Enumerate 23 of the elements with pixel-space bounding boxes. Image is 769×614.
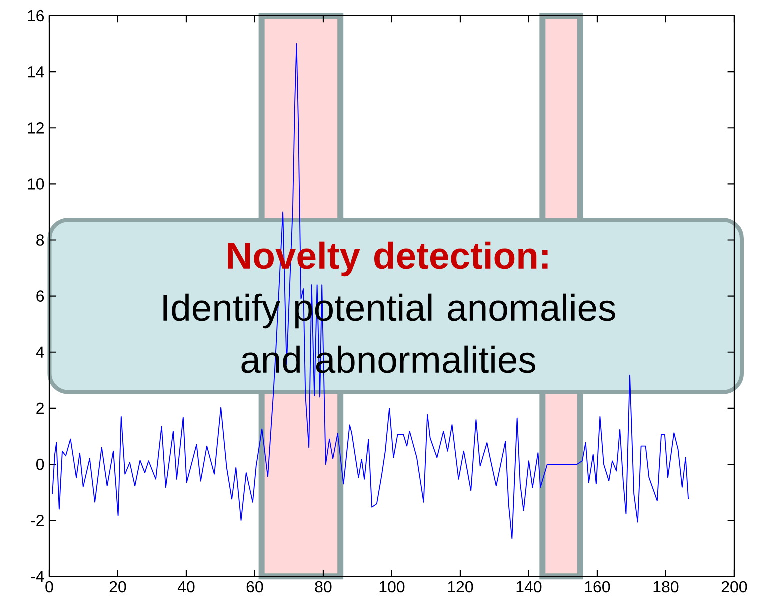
- x-tick-label: 60: [246, 581, 264, 593]
- x-tick-label: 120: [448, 581, 474, 593]
- x-tick-label: 200: [722, 581, 748, 593]
- x-tick-label: 80: [315, 581, 332, 593]
- x-tick-label: 20: [110, 581, 126, 593]
- x-tick-label: 0: [46, 581, 54, 593]
- y-tick-label: 14: [28, 66, 44, 78]
- y-tick-label: 0: [36, 458, 44, 470]
- y-tick-label: -2: [31, 515, 44, 526]
- y-tick-label: 6: [36, 290, 44, 302]
- x-tick-label: 40: [178, 581, 195, 593]
- y-tick-label: 4: [36, 346, 44, 358]
- y-tick-label: -4: [31, 571, 44, 582]
- x-tick-label: 100: [380, 581, 405, 593]
- y-tick-label: 8: [36, 234, 44, 246]
- y-tick-label: 12: [28, 122, 44, 134]
- x-tick-label: 160: [585, 581, 610, 593]
- line-series: [52, 44, 690, 540]
- y-tick-label: 10: [28, 178, 44, 190]
- y-tick-label: 16: [28, 10, 44, 22]
- x-tick-label: 180: [654, 581, 679, 593]
- y-tick-label: 2: [36, 402, 44, 414]
- x-tick-label: 140: [516, 581, 542, 593]
